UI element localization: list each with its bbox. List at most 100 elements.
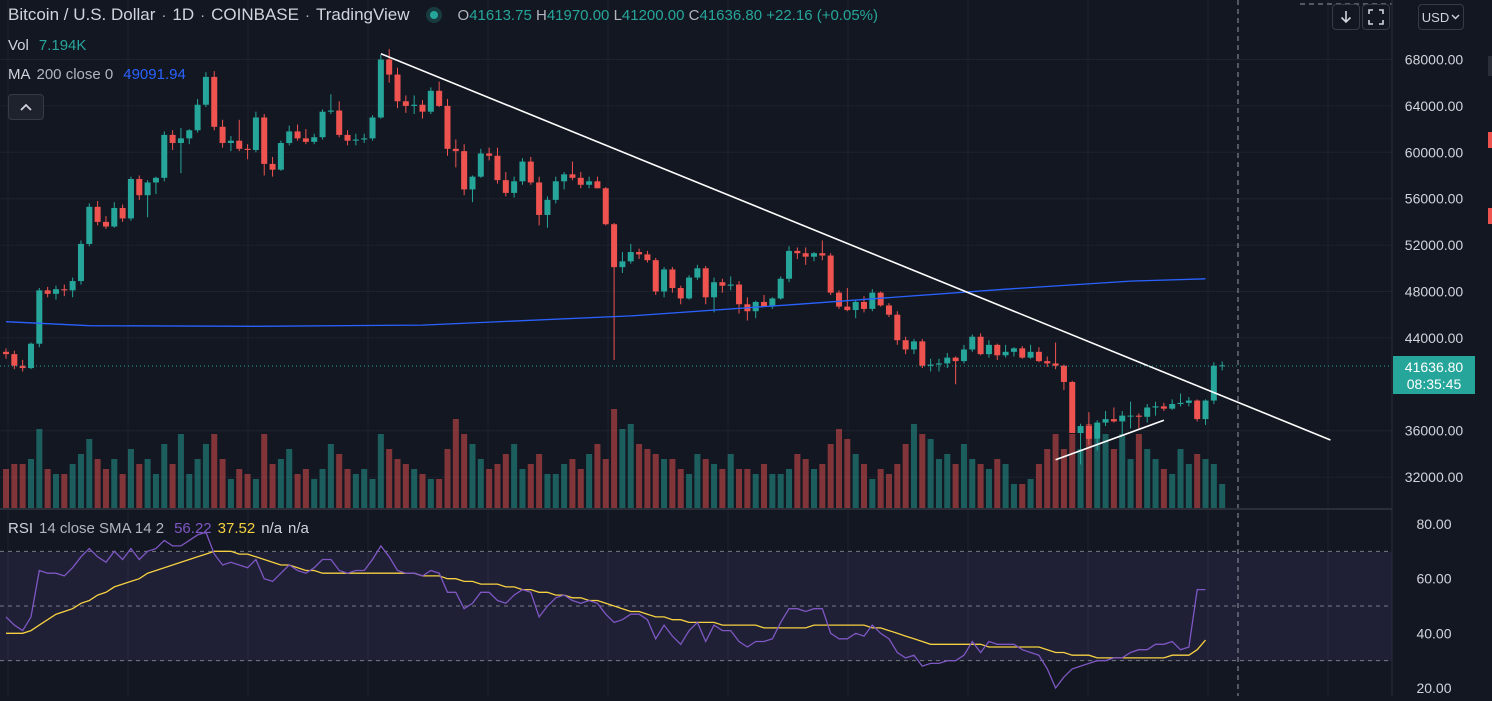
candle[interactable] xyxy=(44,286,51,298)
candle[interactable] xyxy=(1027,344,1034,359)
trendline[interactable] xyxy=(380,52,1331,441)
candle[interactable] xyxy=(369,115,376,141)
candle[interactable] xyxy=(427,87,434,115)
candle[interactable] xyxy=(1152,401,1159,416)
candle[interactable] xyxy=(561,172,568,190)
candle[interactable] xyxy=(502,172,509,197)
candle[interactable] xyxy=(186,129,193,145)
candle[interactable] xyxy=(69,277,76,298)
candle[interactable] xyxy=(1210,362,1217,405)
candle[interactable] xyxy=(1085,412,1092,445)
candle[interactable] xyxy=(602,187,609,226)
candle[interactable] xyxy=(919,339,926,369)
candle[interactable] xyxy=(902,336,909,355)
candle-layer[interactable] xyxy=(3,49,1226,465)
currency-selector[interactable]: USD xyxy=(1418,4,1464,30)
candle[interactable] xyxy=(769,297,776,309)
candle[interactable] xyxy=(469,175,476,203)
candle[interactable] xyxy=(527,156,534,185)
candle[interactable] xyxy=(269,156,276,177)
candle[interactable] xyxy=(1219,361,1226,371)
candle[interactable] xyxy=(1094,420,1101,451)
candle[interactable] xyxy=(11,350,18,370)
candle[interactable] xyxy=(111,202,118,228)
candle[interactable] xyxy=(86,203,93,247)
candle[interactable] xyxy=(1202,399,1209,425)
candle[interactable] xyxy=(960,344,967,364)
candle[interactable] xyxy=(127,176,134,221)
candle[interactable] xyxy=(52,285,59,300)
candle[interactable] xyxy=(1077,423,1084,465)
candle[interactable] xyxy=(519,158,526,185)
candle[interactable] xyxy=(261,114,268,176)
candle[interactable] xyxy=(802,247,809,265)
candle[interactable] xyxy=(611,223,618,360)
candle[interactable] xyxy=(594,176,601,189)
candle[interactable] xyxy=(836,290,842,309)
candle[interactable] xyxy=(1135,413,1142,429)
candle[interactable] xyxy=(935,358,942,372)
candle[interactable] xyxy=(569,161,576,181)
candle[interactable] xyxy=(1194,399,1201,422)
candle[interactable] xyxy=(661,267,668,298)
candle[interactable] xyxy=(244,144,251,160)
candle[interactable] xyxy=(910,339,917,355)
candle[interactable] xyxy=(786,246,793,283)
candle[interactable] xyxy=(136,175,143,200)
candle[interactable] xyxy=(927,358,934,372)
ma-label[interactable]: MA xyxy=(8,66,31,83)
candle[interactable] xyxy=(619,252,626,273)
candle[interactable] xyxy=(152,176,159,195)
candle[interactable] xyxy=(1144,404,1151,423)
candle[interactable] xyxy=(477,148,484,178)
candle[interactable] xyxy=(586,176,593,189)
candle[interactable] xyxy=(985,340,992,358)
candle[interactable] xyxy=(319,109,326,140)
candle[interactable] xyxy=(177,127,184,174)
candle[interactable] xyxy=(1044,356,1051,367)
candle[interactable] xyxy=(411,95,418,115)
candle[interactable] xyxy=(844,288,851,312)
trendline[interactable] xyxy=(1055,419,1165,461)
candle[interactable] xyxy=(294,124,301,141)
candle[interactable] xyxy=(711,277,718,313)
candle[interactable] xyxy=(327,94,334,115)
candle[interactable] xyxy=(994,343,1001,360)
candle[interactable] xyxy=(436,81,443,108)
candle[interactable] xyxy=(386,49,393,83)
candle[interactable] xyxy=(236,119,243,152)
candle[interactable] xyxy=(1035,347,1042,363)
candle[interactable] xyxy=(252,111,259,153)
candle[interactable] xyxy=(444,98,451,156)
candle[interactable] xyxy=(352,133,359,146)
candle[interactable] xyxy=(536,176,543,226)
candle[interactable] xyxy=(1002,344,1009,358)
candle[interactable] xyxy=(219,119,226,148)
candle[interactable] xyxy=(277,140,284,171)
candle[interactable] xyxy=(761,294,768,307)
candle[interactable] xyxy=(636,248,643,260)
candle[interactable] xyxy=(144,180,151,218)
candle[interactable] xyxy=(686,275,693,300)
volume-label[interactable]: Vol xyxy=(8,37,29,54)
candle[interactable] xyxy=(1185,397,1192,407)
candle[interactable] xyxy=(544,196,551,228)
candle[interactable] xyxy=(419,100,426,119)
candle[interactable] xyxy=(827,253,834,295)
trendline-layer[interactable] xyxy=(380,52,1331,461)
candle[interactable] xyxy=(719,278,726,293)
candle[interactable] xyxy=(952,356,959,385)
candle[interactable] xyxy=(286,125,293,146)
candle[interactable] xyxy=(644,250,651,263)
candle[interactable] xyxy=(1010,347,1017,357)
candle[interactable] xyxy=(552,176,559,204)
candle[interactable] xyxy=(694,264,701,280)
candle[interactable] xyxy=(227,136,234,152)
candle[interactable] xyxy=(344,130,351,146)
candle[interactable] xyxy=(1060,364,1067,391)
candle[interactable] xyxy=(794,247,801,260)
candle[interactable] xyxy=(1160,402,1167,411)
candle[interactable] xyxy=(852,299,859,319)
candle[interactable] xyxy=(885,303,892,318)
candle[interactable] xyxy=(1119,410,1126,436)
